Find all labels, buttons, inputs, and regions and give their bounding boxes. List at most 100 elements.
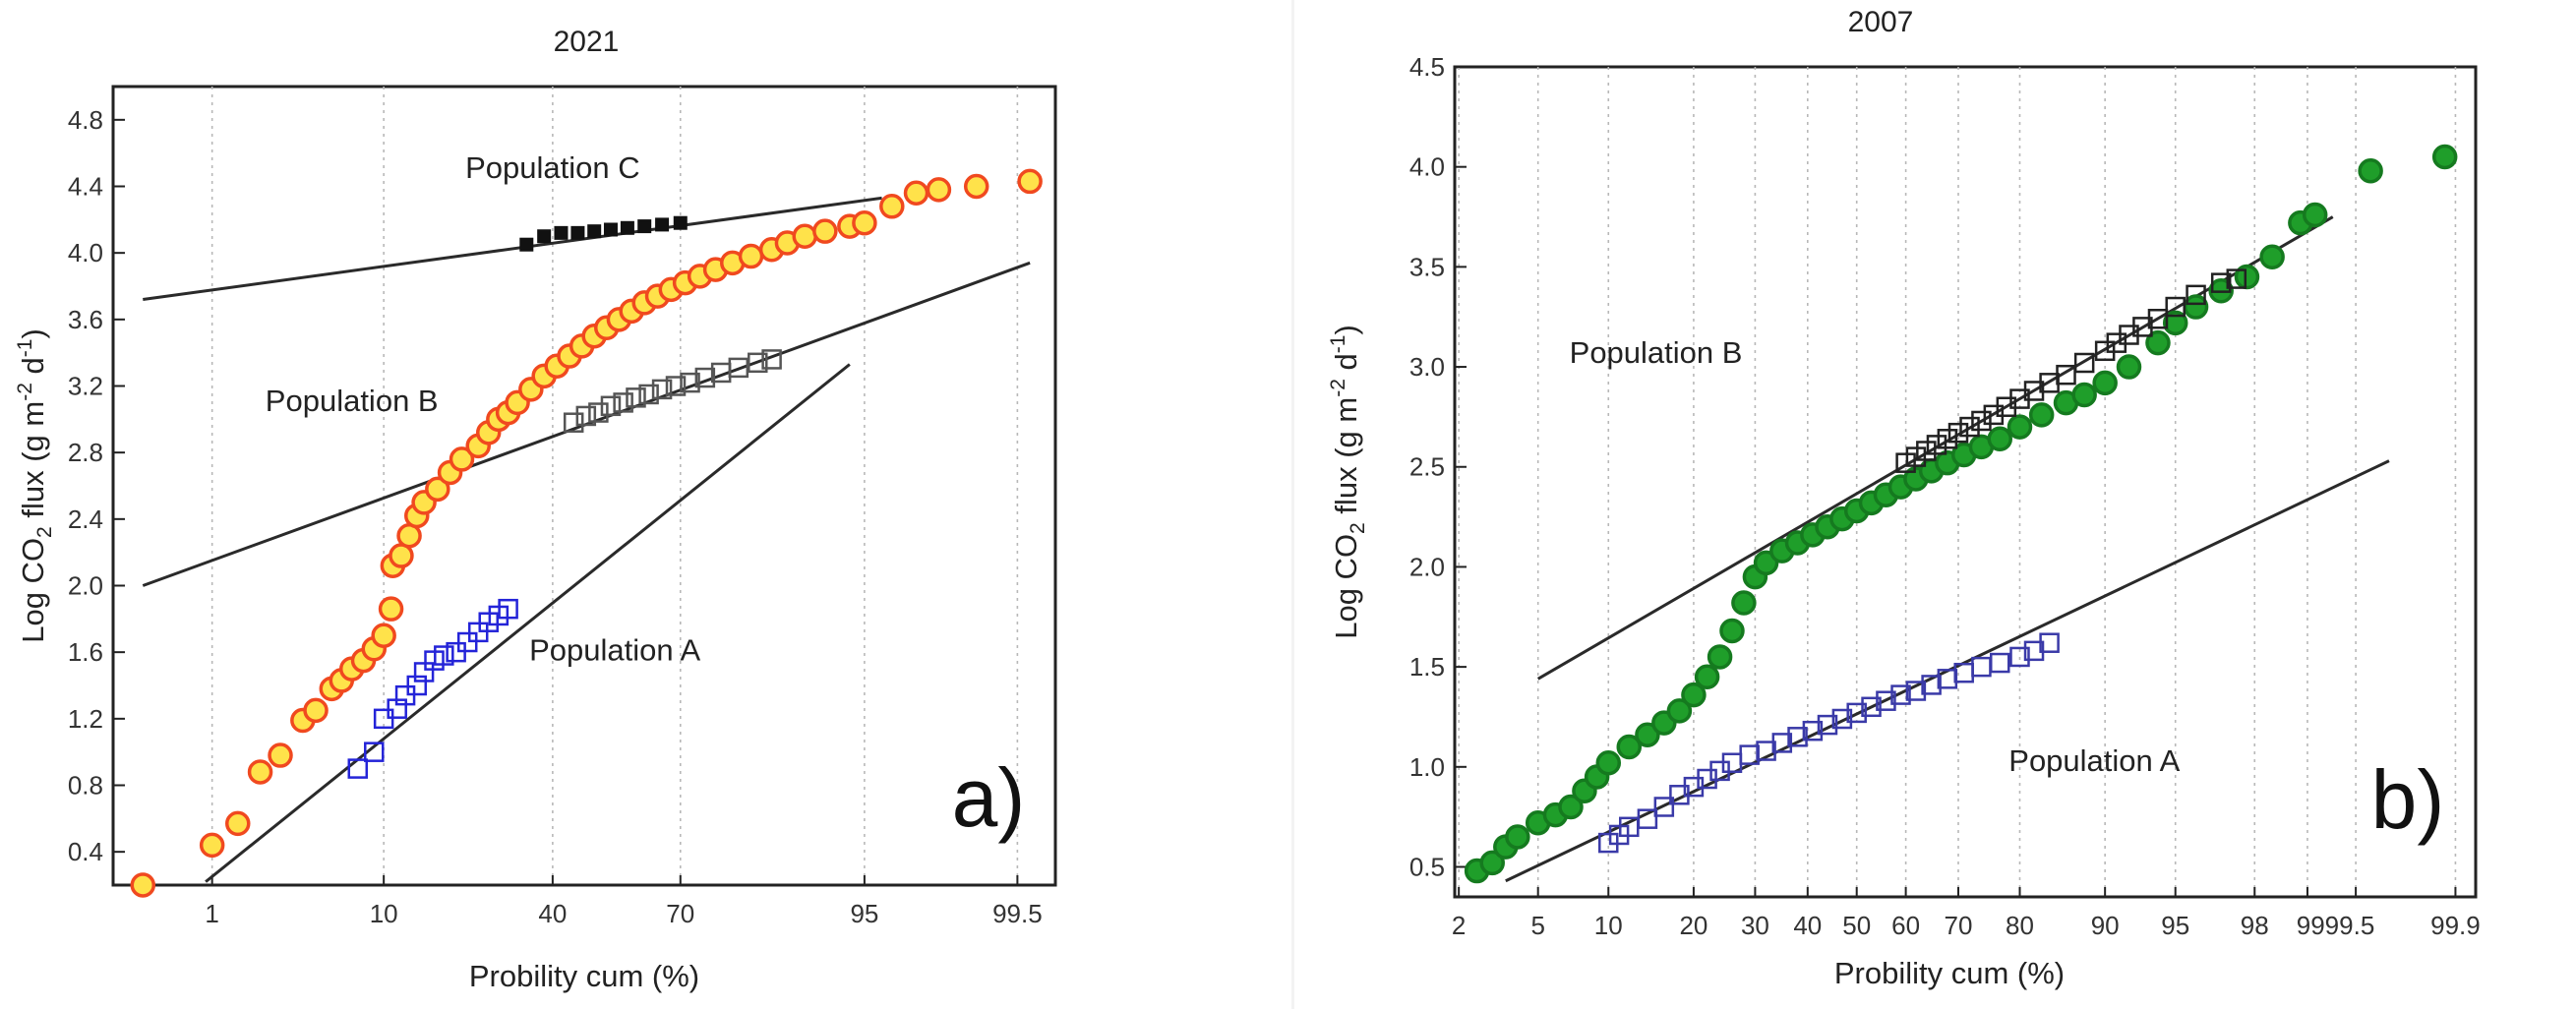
data-point	[2358, 158, 2383, 184]
series-all-data	[130, 168, 1043, 898]
data-point	[1846, 702, 1867, 724]
x-tick-label: 70	[1945, 911, 1973, 940]
x-tick: 2	[1452, 887, 1466, 940]
y-tick: 0.5	[1409, 852, 1467, 881]
x-tick-label: 40	[1793, 911, 1822, 940]
series-all-data	[1464, 144, 2458, 884]
data-point	[1681, 682, 1707, 708]
y-tick-label: 2.4	[68, 504, 103, 534]
data-point	[748, 352, 768, 374]
data-point	[1831, 708, 1853, 730]
data-point	[2056, 364, 2076, 386]
data-point	[665, 376, 687, 396]
panel-label: a)	[952, 751, 1026, 844]
x-tick-label: 60	[1891, 911, 1920, 940]
data-point	[1707, 644, 1733, 670]
data-point	[1635, 722, 1660, 748]
x-tick: 5	[1530, 887, 1545, 940]
data-point	[371, 623, 396, 648]
data-point	[761, 349, 782, 370]
x-tick-label: 70	[666, 899, 694, 928]
data-point	[673, 215, 688, 230]
y-tick: 4.8	[68, 105, 125, 135]
fit-line	[205, 363, 851, 883]
x-tick: 60	[1891, 887, 1920, 940]
data-point	[2162, 310, 2188, 336]
data-point	[1637, 808, 1658, 829]
series-population-c	[519, 215, 688, 252]
x-tick: 40	[538, 875, 567, 928]
x-tick-label-99-99.5: 9999.5	[2297, 911, 2375, 940]
data-point	[413, 662, 435, 683]
x-tick: 70	[666, 875, 694, 928]
data-point	[406, 675, 428, 696]
y-axis-label-rest: flux (g m	[16, 401, 50, 526]
panel-label: b)	[2371, 753, 2445, 846]
data-point	[620, 220, 634, 235]
y-tick: 4.5	[1409, 52, 1467, 82]
y-tick-label: 2.8	[68, 438, 103, 467]
data-point	[2183, 294, 2209, 320]
data-point	[1771, 733, 1793, 753]
data-point	[554, 225, 569, 240]
series-population-a	[347, 598, 518, 779]
y-tick-label: 2.0	[1409, 552, 1445, 581]
data-point	[225, 810, 251, 837]
data-point	[1971, 410, 1992, 432]
data-point	[2145, 329, 2171, 356]
data-point	[2009, 646, 2030, 668]
data-point	[1505, 824, 1530, 850]
data-point	[637, 219, 652, 234]
x-tick-label: 10	[1594, 911, 1623, 940]
chart-2007: 2007 0.5 1.0 1.5 2.0 2.5 3.0 3.5 4.0 4.5 2 5 10 20 3…	[1327, 6, 2481, 990]
y-tick: 3.2	[68, 372, 125, 401]
data-point	[570, 225, 585, 240]
data-point	[425, 476, 450, 503]
data-point	[2028, 402, 2055, 428]
x-tick-label: 95	[2161, 911, 2189, 940]
series-population-b	[563, 349, 782, 433]
y-tick: 1.2	[68, 704, 125, 734]
y-axis-label-end: )	[1329, 325, 1363, 334]
y-tick: 1.6	[68, 637, 125, 667]
x-tick-label: 5	[1530, 911, 1544, 940]
x-tick: 99.9	[2430, 887, 2481, 940]
data-point	[2165, 296, 2186, 318]
series-population-a	[1598, 632, 2060, 854]
data-point	[903, 180, 929, 207]
data-point	[1916, 441, 1937, 461]
data-point	[2007, 414, 2033, 440]
series-population-b	[1895, 268, 2247, 473]
data-point	[626, 387, 646, 408]
data-point	[792, 223, 817, 249]
x-tick: 95	[850, 875, 878, 928]
data-point	[600, 395, 622, 417]
data-point	[2210, 272, 2232, 293]
y-tick-label: 0.5	[1409, 852, 1445, 881]
data-point	[1905, 446, 1927, 467]
data-point	[1694, 664, 1720, 690]
data-point	[1719, 618, 1745, 644]
fit-line	[143, 196, 882, 302]
y-axis-label-mid: d	[1329, 353, 1363, 379]
y-tick-label: 0.4	[68, 837, 103, 866]
y-tick: 2.4	[68, 504, 125, 534]
x-tick: 70	[1945, 887, 1973, 940]
data-point	[728, 357, 749, 379]
y-tick: 1.0	[1409, 752, 1467, 782]
data-point	[1987, 426, 2012, 452]
x-tick-label: 80	[2006, 911, 2034, 940]
y-tick-label: 4.0	[1409, 152, 1445, 182]
data-point	[638, 384, 659, 405]
x-tick-label: 40	[538, 899, 567, 928]
x-tick-label: 99.9	[2430, 911, 2481, 940]
x-tick: 80	[2006, 887, 2034, 940]
y-axis-label-sup1: -2	[1327, 379, 1349, 397]
x-tick: 1	[205, 875, 219, 928]
data-point	[812, 218, 838, 244]
x-axis-label: Probility cum (%)	[469, 959, 699, 993]
annotation-population-b: Population B	[266, 384, 439, 418]
data-point	[655, 217, 670, 232]
x-tick-label: 1	[205, 899, 218, 928]
